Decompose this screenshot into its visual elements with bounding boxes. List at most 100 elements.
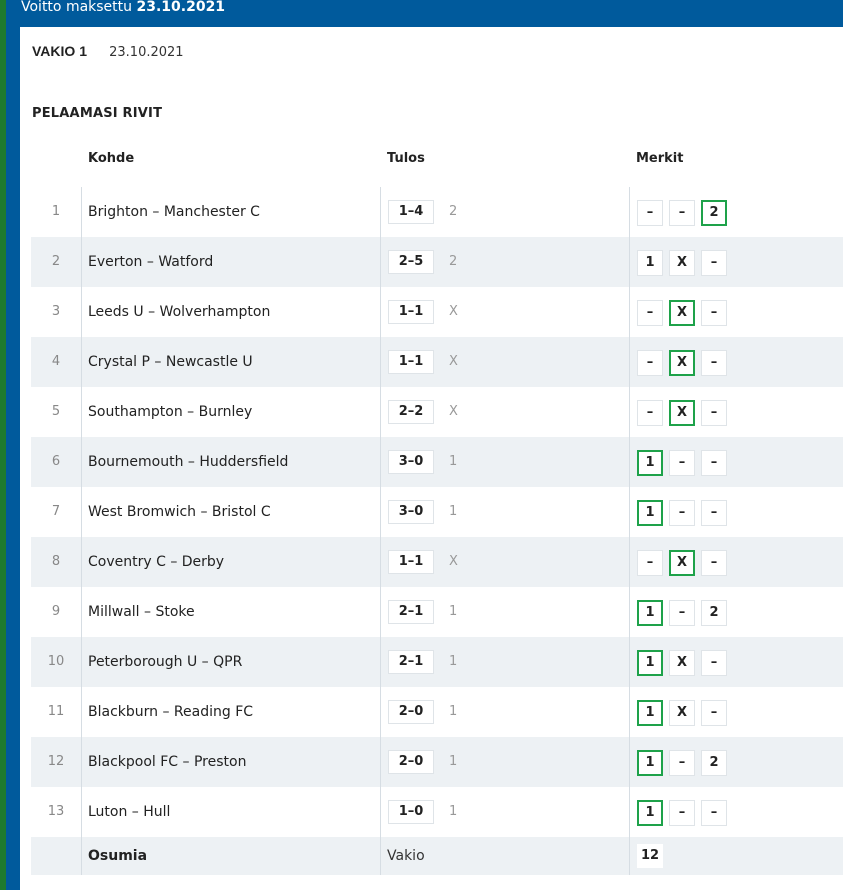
game-name: VAKIO 1 xyxy=(32,43,87,59)
mark-box-correct: 1 xyxy=(637,600,663,626)
result-sign: 1 xyxy=(449,654,458,669)
match-name: Bournemouth – Huddersfield xyxy=(88,454,289,470)
column-divider xyxy=(380,287,381,337)
column-divider xyxy=(81,287,82,337)
result-sign: 1 xyxy=(449,454,458,469)
mark-box: X xyxy=(669,700,695,726)
banner-label: Voitto maksettu xyxy=(21,0,133,15)
table-row: 6 Bournemouth – Huddersfield 3–0 1 1– – xyxy=(31,437,843,487)
match-score: 3–0 xyxy=(388,450,434,474)
column-divider xyxy=(380,537,381,587)
column-divider xyxy=(629,737,630,787)
column-divider xyxy=(629,837,630,875)
column-divider xyxy=(81,687,82,737)
mark-box: X xyxy=(669,250,695,276)
table-row: 11 Blackburn – Reading FC 2–0 1 1 X – xyxy=(31,687,843,737)
game-date: 23.10.2021 xyxy=(109,45,184,60)
table-row: 5 Southampton – Burnley 2–2 X – X – xyxy=(31,387,843,437)
row-number: 3 xyxy=(51,304,61,319)
match-score: 2–1 xyxy=(388,650,434,674)
column-divider xyxy=(629,387,630,437)
table-row: 1 Brighton – Manchester C 1–4 2– –2 xyxy=(31,187,843,237)
column-divider xyxy=(380,787,381,837)
mark-box: 1 xyxy=(637,250,663,276)
column-divider xyxy=(81,437,82,487)
mark-box-correct: 1 xyxy=(637,500,663,526)
table-row: 10 Peterborough U – QPR 2–1 1 1 X – xyxy=(31,637,843,687)
table-row: 3 Leeds U – Wolverhampton 1–1 X – X – xyxy=(31,287,843,337)
row-number: 13 xyxy=(47,804,65,819)
mark-box-correct: 2 xyxy=(701,200,727,226)
column-divider xyxy=(81,587,82,637)
payout-banner: Voitto maksettu 23.10.2021 xyxy=(6,0,843,27)
column-divider xyxy=(629,287,630,337)
table-row: 13 Luton – Hull 1–0 1 1– – xyxy=(31,787,843,837)
table-row: 8 Coventry C – Derby 1–1 X – X – xyxy=(31,537,843,587)
column-divider xyxy=(380,737,381,787)
column-divider xyxy=(81,237,82,287)
result-sign: 2 xyxy=(449,254,458,269)
mark-box-correct: 1 xyxy=(637,800,663,826)
row-number: 7 xyxy=(51,504,61,519)
column-divider xyxy=(380,337,381,387)
match-score: 1–1 xyxy=(388,550,434,574)
result-sign: 1 xyxy=(449,604,458,619)
row-number: 10 xyxy=(47,654,65,669)
table-row: 7 West Bromwich – Bristol C 3–0 1 1– – xyxy=(31,487,843,537)
row-number: 6 xyxy=(51,454,61,469)
match-name: Crystal P – Newcastle U xyxy=(88,354,253,370)
column-header-tulos: Tulos xyxy=(387,151,425,166)
result-sign: X xyxy=(449,404,458,419)
match-name: Everton – Watford xyxy=(88,254,214,270)
column-divider xyxy=(81,387,82,437)
result-sign: 1 xyxy=(449,704,458,719)
mark-box: – xyxy=(701,550,727,576)
match-name: West Bromwich – Bristol C xyxy=(88,504,271,520)
column-divider xyxy=(380,837,381,875)
column-divider xyxy=(81,737,82,787)
match-name: Southampton – Burnley xyxy=(88,404,253,420)
result-sign: 2 xyxy=(449,204,458,219)
column-header-merkit: Merkit xyxy=(636,151,684,166)
mark-box: – xyxy=(701,450,727,476)
mark-box: X xyxy=(669,650,695,676)
hits-count: 12 xyxy=(637,844,663,868)
row-number: 5 xyxy=(51,404,61,419)
left-accent-strip xyxy=(0,0,6,890)
coupon-panel: VAKIO 1 23.10.2021 PELAAMASI RIVIT Kohde… xyxy=(20,27,843,890)
result-sign: 1 xyxy=(449,504,458,519)
column-divider xyxy=(629,787,630,837)
mark-box: – xyxy=(637,300,663,326)
mark-box-correct: 1 xyxy=(637,750,663,776)
column-divider xyxy=(380,587,381,637)
table-row: 12 Blackpool FC – Preston 2–0 1 1–2 xyxy=(31,737,843,787)
column-divider xyxy=(629,537,630,587)
match-score: 2–1 xyxy=(388,600,434,624)
mark-box: 2 xyxy=(701,750,727,776)
column-divider xyxy=(380,387,381,437)
banner-date: 23.10.2021 xyxy=(136,0,226,15)
banner-text: Voitto maksettu 23.10.2021 xyxy=(21,0,225,14)
mark-box: – xyxy=(669,750,695,776)
mark-box-correct: 1 xyxy=(637,450,663,476)
match-name: Millwall – Stoke xyxy=(88,604,195,620)
mark-box-correct: 1 xyxy=(637,700,663,726)
mark-box: – xyxy=(637,550,663,576)
column-divider xyxy=(81,837,82,875)
table-header: Kohde Tulos Merkit xyxy=(20,147,843,187)
column-divider xyxy=(380,687,381,737)
column-divider xyxy=(81,537,82,587)
mark-box: – xyxy=(669,450,695,476)
column-divider xyxy=(629,487,630,537)
hits-label: Osumia xyxy=(88,848,148,864)
row-number: 2 xyxy=(51,254,61,269)
match-score: 1–1 xyxy=(388,300,434,324)
mark-box-correct: 1 xyxy=(637,650,663,676)
row-number: 9 xyxy=(51,604,61,619)
match-name: Brighton – Manchester C xyxy=(88,204,260,220)
mark-box: – xyxy=(669,800,695,826)
hits-type: Vakio xyxy=(387,848,425,864)
column-divider xyxy=(81,337,82,387)
match-score: 2–2 xyxy=(388,400,434,424)
match-name: Coventry C – Derby xyxy=(88,554,225,570)
